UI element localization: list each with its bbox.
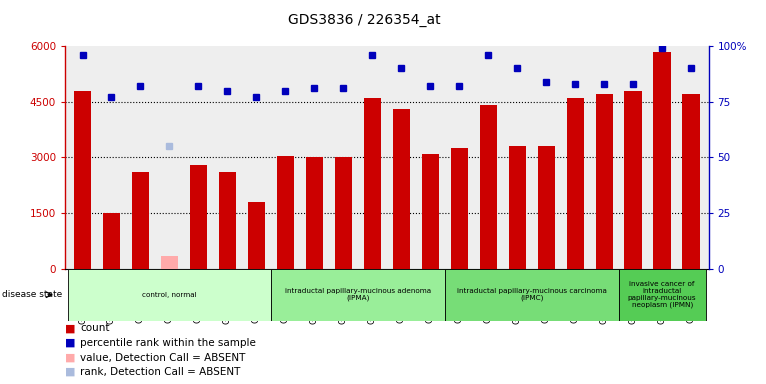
Bar xyxy=(450,148,468,269)
Bar xyxy=(335,157,352,269)
Bar xyxy=(567,98,584,269)
Bar xyxy=(445,269,619,321)
Bar xyxy=(421,154,439,269)
Bar xyxy=(68,269,271,321)
Bar xyxy=(683,94,700,269)
Text: ■: ■ xyxy=(65,353,76,362)
Bar xyxy=(509,146,526,269)
Text: invasive cancer of
intraductal
papillary-mucinous
neoplasm (IPMN): invasive cancer of intraductal papillary… xyxy=(628,281,696,308)
Bar xyxy=(277,156,294,269)
Text: ■: ■ xyxy=(65,338,76,348)
Bar xyxy=(595,94,613,269)
Text: intraductal papillary-mucinous adenoma
(IPMA): intraductal papillary-mucinous adenoma (… xyxy=(285,288,431,301)
Text: disease state: disease state xyxy=(2,290,62,299)
Bar xyxy=(653,51,671,269)
Bar xyxy=(219,172,236,269)
Bar xyxy=(247,202,265,269)
Bar xyxy=(103,213,120,269)
Bar xyxy=(190,165,207,269)
Text: rank, Detection Call = ABSENT: rank, Detection Call = ABSENT xyxy=(80,367,241,377)
Bar xyxy=(480,106,497,269)
Bar xyxy=(74,91,91,269)
Text: percentile rank within the sample: percentile rank within the sample xyxy=(80,338,257,348)
Bar xyxy=(624,91,642,269)
Bar xyxy=(271,269,445,321)
Bar xyxy=(538,146,555,269)
Bar xyxy=(306,157,323,269)
Text: value, Detection Call = ABSENT: value, Detection Call = ABSENT xyxy=(80,353,246,362)
Bar xyxy=(161,256,178,269)
Bar xyxy=(132,172,149,269)
Text: ■: ■ xyxy=(65,323,76,333)
Bar xyxy=(619,269,705,321)
Text: intraductal papillary-mucinous carcinoma
(IPMC): intraductal papillary-mucinous carcinoma… xyxy=(457,288,607,301)
Text: control, normal: control, normal xyxy=(142,292,197,298)
Text: GDS3836 / 226354_at: GDS3836 / 226354_at xyxy=(287,13,440,27)
Bar xyxy=(364,98,381,269)
Text: count: count xyxy=(80,323,110,333)
Text: ■: ■ xyxy=(65,367,76,377)
Bar xyxy=(393,109,410,269)
